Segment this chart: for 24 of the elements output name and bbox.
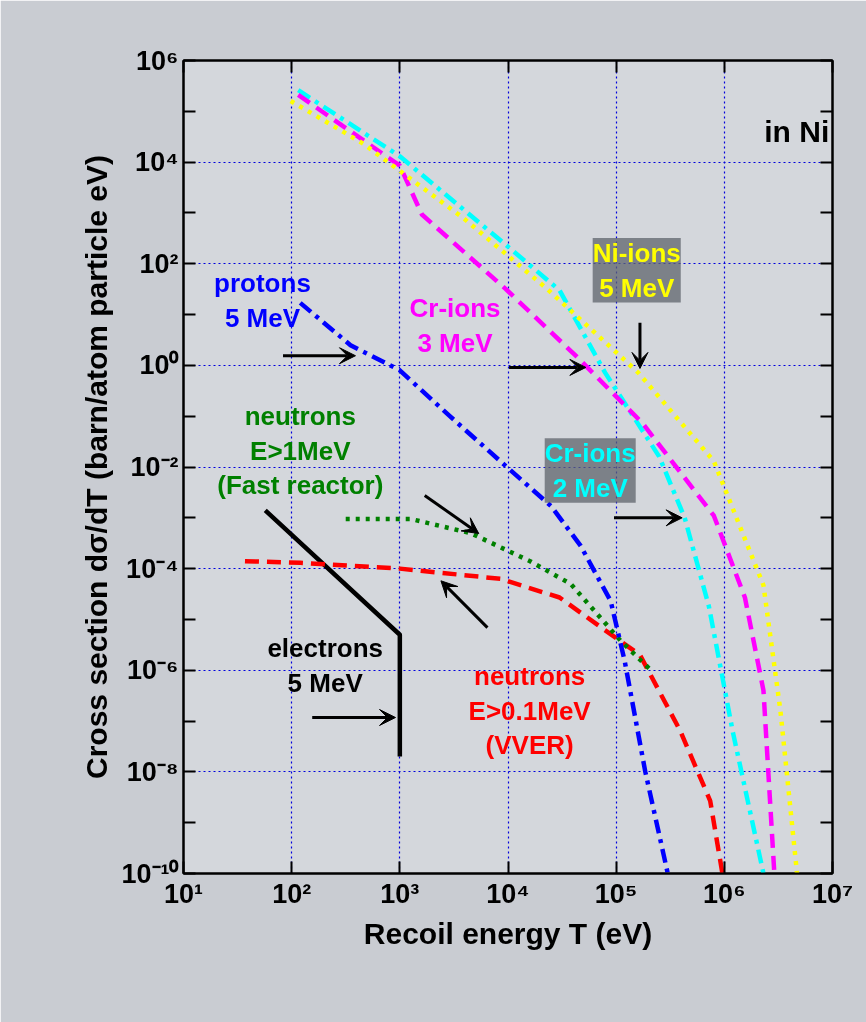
x-tick-label: 10²	[272, 878, 312, 909]
series-label: electrons 5 MeV	[267, 633, 384, 698]
series-label: Cr-ions 2 MeV	[544, 438, 636, 503]
x-tick-label: 10³	[380, 878, 420, 909]
series-label: Ni-ions 5 MeV	[592, 238, 681, 303]
x-axis-title: Recoil energy T (eV)	[363, 916, 653, 950]
y-tick-label: 10⁻⁸	[126, 756, 179, 787]
x-tick-label: 10⁷	[811, 878, 854, 909]
series-label: Cr-ions 3 MeV	[409, 293, 501, 358]
y-tick-label: 10⁶	[136, 45, 179, 76]
x-tick-label: 10⁶	[703, 878, 746, 909]
x-tick-label: 10⁵	[594, 878, 638, 909]
x-tick-label: 10⁴	[486, 878, 530, 909]
annotation: in Ni	[764, 115, 830, 149]
y-axis-title: Cross section dσ/dT (barn/atom particle eV)	[80, 155, 114, 779]
series-label: neutrons E>0.1MeV (VVER)	[468, 661, 592, 761]
y-tick-label: 10⁻⁴	[126, 553, 179, 584]
series-label: protons 5 MeV	[214, 268, 311, 333]
y-tick-label: 10²	[139, 248, 179, 279]
y-tick-label: 10⁻⁶	[127, 655, 179, 686]
y-tick-label: 10⁰	[139, 350, 180, 381]
y-tick-label: 10⁻²	[130, 452, 179, 482]
series-label: neutrons E>1MeV (Fast reactor)	[217, 401, 384, 501]
y-tick-label: 10⁴	[135, 147, 179, 178]
